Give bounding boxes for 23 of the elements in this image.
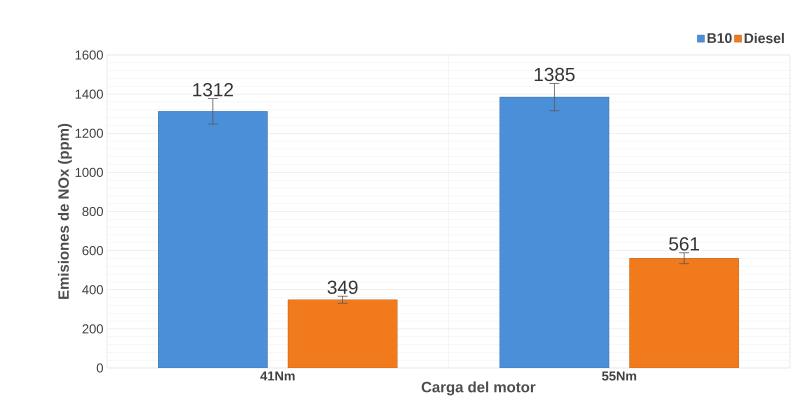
bar — [500, 96, 610, 368]
y-tick-label: 1200 — [76, 128, 103, 138]
x-axis-title: Carga del motor — [422, 381, 536, 396]
data-label: 1385 — [534, 68, 575, 82]
x-tick-label: 55Nm — [602, 372, 636, 381]
x-tick-label: 41Nm — [260, 372, 295, 380]
y-tick-label: 1600 — [76, 50, 103, 60]
y-tick-label: 400 — [82, 285, 103, 294]
y-tick-label: 800 — [82, 206, 103, 216]
bar — [158, 111, 268, 368]
bar — [288, 300, 398, 368]
y-axis-title: Emisiones de NOx (ppm) — [58, 124, 72, 299]
legend-label: Diesel — [744, 32, 784, 44]
legend-label: B10 — [708, 33, 732, 44]
data-label: 349 — [328, 280, 358, 294]
y-tick-label: 1000 — [76, 168, 103, 177]
data-label: 1312 — [193, 83, 233, 96]
y-tick-label: 600 — [82, 246, 103, 256]
y-tick-label: 1400 — [76, 90, 103, 99]
data-label: 561 — [669, 237, 699, 251]
y-tick-label: 0 — [96, 363, 103, 373]
bar — [629, 258, 739, 368]
y-tick-label: 200 — [82, 324, 103, 334]
